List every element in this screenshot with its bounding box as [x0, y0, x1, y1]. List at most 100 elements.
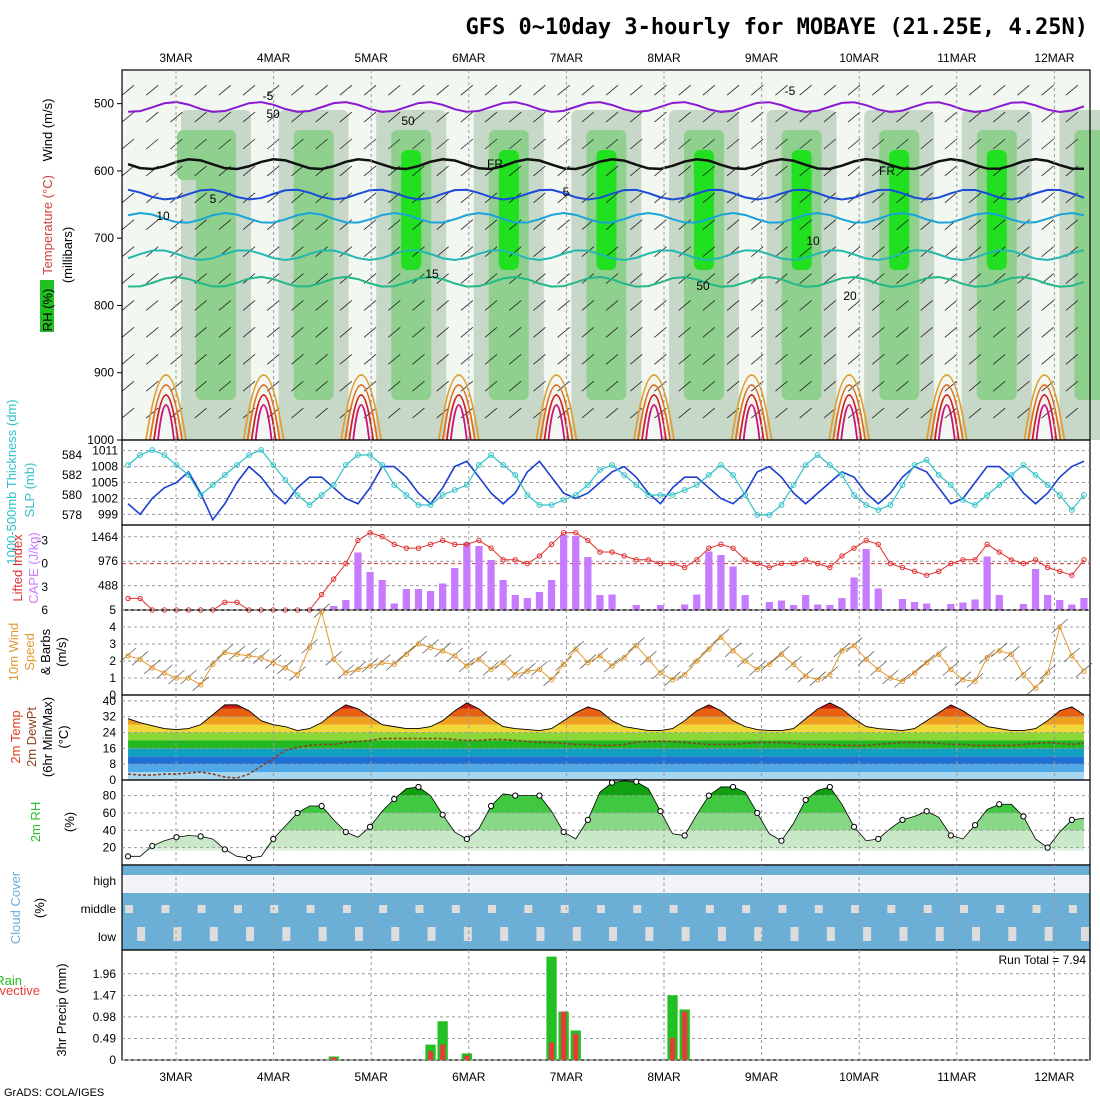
wind-barb	[678, 407, 691, 419]
date-label-bottom: 5MAR	[355, 1070, 389, 1084]
wind-barb	[799, 111, 812, 123]
lifted-index-point	[403, 545, 410, 551]
cloud-gap	[935, 927, 944, 941]
upper-ytick-label: 800	[94, 298, 114, 312]
cape-bar	[1080, 598, 1088, 610]
cloud-gap	[1032, 905, 1041, 913]
wind-barb	[242, 219, 256, 231]
wind-barb	[218, 138, 232, 150]
wind-barb	[557, 111, 570, 123]
rh2m-point	[996, 801, 1003, 808]
wind-barb	[992, 353, 1006, 365]
lifted-index-point	[681, 564, 688, 571]
cloud-gap	[1068, 905, 1077, 913]
temp-band	[128, 740, 1084, 749]
wind-barb	[291, 84, 304, 96]
wind10m-point	[258, 654, 264, 661]
warm-contour	[840, 404, 859, 441]
cloud-gap	[560, 905, 569, 913]
wind-barb	[702, 300, 716, 311]
wind-barb	[145, 138, 159, 150]
wind10m-barb	[446, 647, 463, 663]
thickness-point	[355, 452, 361, 458]
rh2m-point	[584, 816, 591, 823]
date-label-bottom: 7MAR	[550, 1070, 584, 1084]
precip-panel-frame	[121, 949, 1091, 1061]
cloud-gap	[959, 905, 968, 913]
wind-barb	[992, 327, 1006, 338]
slp-line	[127, 460, 1085, 522]
wind-barb	[387, 407, 401, 419]
wind-barb	[121, 138, 135, 150]
wind-barb	[363, 353, 377, 365]
wind10m-point	[875, 666, 881, 673]
rh2m-ylabel-1: 2m RH	[28, 802, 43, 842]
cape-bar	[959, 602, 967, 610]
wind10m-barb	[664, 671, 681, 686]
wind-barb	[291, 165, 304, 177]
wind-barb	[1017, 84, 1030, 96]
wind-barb	[726, 138, 740, 150]
wind10m-point	[391, 661, 397, 668]
wind-barb	[847, 300, 861, 311]
wind10m-point	[996, 648, 1002, 654]
wind-barb	[121, 111, 135, 123]
cape-bar	[390, 603, 398, 610]
rh-band	[128, 830, 1084, 848]
cloud-gap	[633, 905, 642, 913]
wind-barb	[871, 380, 885, 392]
wind-barb	[678, 84, 691, 96]
warm-contour	[149, 384, 183, 441]
warm-contour	[637, 384, 671, 441]
wind10m-point	[355, 666, 361, 673]
thickness-point	[657, 492, 664, 498]
rh2m-point	[608, 779, 616, 786]
wind-barb	[726, 273, 740, 284]
cloud-gap	[209, 927, 218, 941]
cloud-row-label: high	[93, 874, 116, 888]
lifted-index-point	[452, 541, 458, 548]
lifted-index-point	[439, 537, 446, 544]
cloud-gap	[790, 927, 799, 941]
wind10m-barb	[373, 654, 391, 669]
wind10m-point	[936, 651, 942, 657]
wind-barb	[121, 380, 135, 392]
thickness-point	[633, 482, 640, 488]
wind-barb	[170, 165, 183, 177]
wind-barb	[121, 219, 135, 231]
wind-barb	[533, 84, 546, 96]
rh2m-point	[899, 816, 906, 823]
wind-barb	[412, 111, 425, 123]
lifted-index-point	[512, 557, 518, 563]
wind10m-barb	[277, 659, 294, 675]
wind10m-point	[948, 666, 954, 673]
wind10m-ytick: 2	[109, 654, 116, 668]
wind10m-barb	[749, 661, 766, 676]
lifted-ylabel: Lifted Index	[10, 534, 25, 602]
wind-barb	[315, 246, 328, 257]
rh2m-point	[560, 828, 567, 836]
wind-barb	[1017, 300, 1030, 311]
rh2m-point	[1044, 844, 1051, 851]
wind-barb	[460, 84, 474, 96]
wind10m-ylabel-3: & Barbs	[38, 628, 53, 675]
wind-barb	[339, 246, 353, 257]
wind10m-point	[464, 663, 470, 669]
cape-bar	[426, 591, 435, 610]
lifted-index-point	[1044, 564, 1051, 571]
wind-barb	[145, 327, 159, 338]
wind10m-point	[197, 682, 204, 688]
wind-barb	[992, 407, 1006, 419]
lifted-index-point	[1032, 557, 1039, 563]
lifted-index-point	[585, 537, 591, 544]
lifted-index-point	[694, 557, 700, 563]
wind-barb	[291, 407, 304, 419]
wind10m-point	[137, 656, 143, 662]
cape-bar	[789, 605, 798, 610]
wind-barb	[412, 192, 425, 204]
slp-ytick: 1002	[91, 491, 118, 505]
wind-barb	[581, 192, 595, 204]
thickness-point	[536, 502, 543, 508]
wind-barb	[194, 407, 207, 419]
wind-barb	[605, 300, 619, 311]
